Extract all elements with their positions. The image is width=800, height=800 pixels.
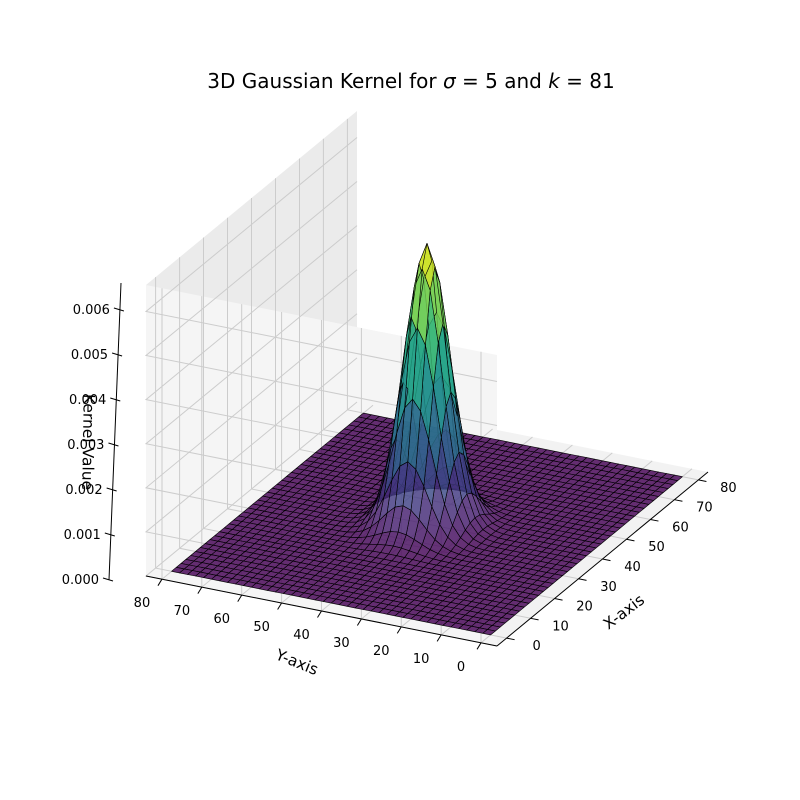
y-tick-label: 0 — [457, 660, 465, 675]
x-tick-label: 30 — [600, 580, 617, 595]
z-axis-line — [108, 282, 122, 581]
z-tick-label: 0.003 — [67, 438, 104, 453]
y-tick-mark — [356, 618, 362, 626]
z-tick-label: 0.002 — [65, 483, 102, 498]
z-tick-mark — [113, 307, 125, 312]
y-tick-label: 50 — [253, 620, 270, 635]
gridline-z — [144, 181, 498, 426]
y-tick-label: 80 — [134, 596, 151, 611]
y-tick-mark — [476, 642, 482, 650]
x-tick-label: 60 — [672, 520, 689, 535]
x-tick-mark — [650, 518, 659, 522]
y-tick-label: 20 — [373, 644, 390, 659]
z-tick-mark — [106, 487, 117, 492]
z-tick-mark — [104, 532, 115, 537]
x-tick-mark — [530, 617, 539, 621]
x-tick-mark — [698, 479, 707, 482]
x-tick-label: 40 — [624, 560, 641, 575]
y-tick-mark — [436, 634, 442, 642]
kernel-surface — [171, 243, 683, 636]
y-tick-label: 40 — [293, 628, 310, 643]
y-tick-mark — [157, 578, 163, 586]
y-tick-label: 70 — [174, 604, 191, 619]
y-tick-label: 60 — [213, 612, 230, 627]
y-tick-mark — [237, 594, 243, 602]
y-tick-label: 30 — [333, 636, 350, 651]
tick-labels: 0 10 20 30 40 50 60 70 80 0 10 20 30 40 50 60 70 80 0.000 0… — [62, 282, 737, 675]
y-axis-label: Y-axis — [272, 645, 321, 679]
x-tick-label: 0 — [532, 639, 540, 654]
y-tick-mark — [197, 586, 203, 594]
chart-title: 3D Gaussian Kernel for σ = 5 and k = 81 — [207, 69, 614, 93]
z-tick-mark — [110, 397, 121, 402]
z-tick-label: 0.005 — [71, 348, 108, 363]
x-axis-label: X-axis — [600, 591, 648, 633]
z-tick-mark — [102, 577, 114, 582]
y-tick-mark — [277, 602, 283, 610]
x-tick-mark — [554, 598, 563, 601]
x-tick-mark — [578, 578, 587, 581]
x-tick-mark — [506, 637, 515, 641]
y-tick-label: 10 — [413, 652, 430, 667]
x-tick-mark — [674, 499, 683, 502]
x-tick-label: 70 — [696, 501, 713, 516]
surface-cell — [171, 566, 185, 574]
y-tick-mark — [317, 610, 322, 618]
x-tick-label: 80 — [720, 481, 737, 496]
z-tick-label: 0.004 — [69, 393, 106, 408]
x-tick-label: 10 — [552, 619, 569, 634]
z-tick-mark — [108, 442, 119, 447]
x-tick-mark — [626, 538, 635, 542]
x-tick-mark — [602, 558, 611, 562]
z-axis-label: Kernel Value — [78, 394, 98, 490]
gridline-z — [144, 137, 498, 382]
z-tick-label: 0.001 — [64, 528, 101, 543]
y-tick-mark — [396, 626, 402, 634]
z-tick-mark — [111, 352, 123, 357]
x-tick-label: 20 — [576, 600, 593, 615]
z-tick-label: 0.006 — [73, 303, 110, 318]
z-tick-label: 0.000 — [62, 573, 99, 588]
x-tick-label: 50 — [648, 540, 665, 555]
